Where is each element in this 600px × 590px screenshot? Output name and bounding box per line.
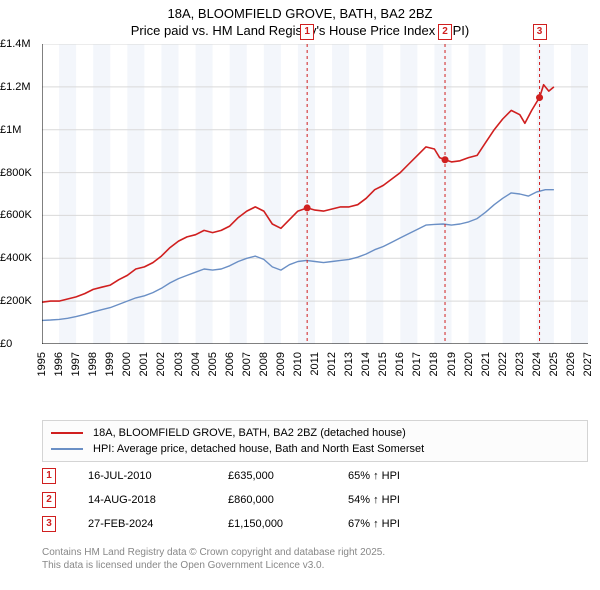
x-tick-label: 2010 [292, 352, 304, 376]
sales-marker: 1 [42, 468, 56, 484]
y-tick-label: £800K [0, 167, 40, 179]
x-tick-label: 2018 [428, 352, 440, 376]
sales-price: £860,000 [228, 494, 348, 506]
x-tick-label: 2020 [463, 352, 475, 376]
sales-price: £1,150,000 [228, 518, 348, 530]
title-line1: 18A, BLOOMFIELD GROVE, BATH, BA2 2BZ [0, 6, 600, 21]
y-tick-label: £600K [0, 209, 40, 221]
x-tick-label: 2003 [173, 352, 185, 376]
sales-price: £635,000 [228, 470, 348, 482]
sales-pct: 67% ↑ HPI [348, 518, 448, 530]
x-tick-label: 1999 [104, 352, 116, 376]
x-tick-label: 2004 [190, 352, 202, 376]
sales-row: 3 27-FEB-2024£1,150,00067% ↑ HPI [42, 512, 588, 536]
x-tick-label: 2001 [138, 352, 150, 376]
x-tick-label: 2014 [360, 352, 372, 376]
sales-date: 14-AUG-2018 [88, 494, 228, 506]
y-tick-label: £1.2M [0, 81, 40, 93]
sales-pct: 54% ↑ HPI [348, 494, 448, 506]
x-tick-label: 2024 [531, 352, 543, 376]
x-tick-label: 2015 [377, 352, 389, 376]
x-tick-label: 1997 [70, 352, 82, 376]
x-tick-label: 2012 [326, 352, 338, 376]
x-tick-label: 2008 [258, 352, 270, 376]
x-tick-label: 2007 [241, 352, 253, 376]
x-tick-label: 2005 [207, 352, 219, 376]
sales-row: 2 14-AUG-2018£860,00054% ↑ HPI [42, 488, 588, 512]
x-tick-label: 2006 [224, 352, 236, 376]
chart-area: £0£200K£400K£600K£800K£1M£1.2M£1.4M 1995… [0, 44, 600, 374]
x-tick-label: 2022 [497, 352, 509, 376]
x-tick-label: 1995 [36, 352, 48, 376]
sale-marker-box: 2 [438, 24, 452, 40]
x-tick-label: 2021 [480, 352, 492, 376]
x-tick-label: 2025 [548, 352, 560, 376]
sale-marker-box: 3 [533, 24, 547, 40]
x-tick-label: 2023 [514, 352, 526, 376]
legend-row: 18A, BLOOMFIELD GROVE, BATH, BA2 2BZ (de… [51, 425, 579, 441]
sales-table: 1 16-JUL-2010£635,00065% ↑ HPI 2 14-AUG-201… [42, 464, 588, 536]
y-tick-label: £200K [0, 295, 40, 307]
x-tick-label: 2026 [565, 352, 577, 376]
chart-container: 18A, BLOOMFIELD GROVE, BATH, BA2 2BZ Pri… [0, 0, 600, 590]
sales-marker: 2 [42, 492, 56, 508]
x-tick-label: 2016 [394, 352, 406, 376]
sale-marker-box: 1 [300, 24, 314, 40]
attribution-line1: Contains HM Land Registry data © Crown c… [42, 546, 588, 559]
sales-date: 27-FEB-2024 [88, 518, 228, 530]
plot-svg [42, 44, 588, 344]
x-tick-label: 2019 [446, 352, 458, 376]
sales-date: 16-JUL-2010 [88, 470, 228, 482]
sales-marker: 3 [42, 516, 56, 532]
x-tick-label: 1996 [53, 352, 65, 376]
x-tick-label: 1998 [87, 352, 99, 376]
sales-pct: 65% ↑ HPI [348, 470, 448, 482]
x-tick-label: 2002 [155, 352, 167, 376]
legend-row: HPI: Average price, detached house, Bath… [51, 441, 579, 457]
legend-swatch [51, 432, 83, 434]
legend: 18A, BLOOMFIELD GROVE, BATH, BA2 2BZ (de… [42, 420, 588, 462]
legend-label: 18A, BLOOMFIELD GROVE, BATH, BA2 2BZ (de… [93, 427, 406, 439]
x-tick-label: 2013 [343, 352, 355, 376]
x-tick-label: 2017 [411, 352, 423, 376]
attribution-line2: This data is licensed under the Open Gov… [42, 559, 588, 572]
y-tick-label: £1.4M [0, 38, 40, 50]
y-tick-label: £0 [0, 338, 40, 350]
y-tick-label: £400K [0, 252, 40, 264]
legend-swatch [51, 448, 83, 450]
x-tick-label: 2000 [121, 352, 133, 376]
sales-row: 1 16-JUL-2010£635,00065% ↑ HPI [42, 464, 588, 488]
x-tick-label: 2011 [309, 352, 321, 376]
y-tick-label: £1M [0, 124, 40, 136]
x-tick-label: 2027 [582, 352, 594, 376]
legend-label: HPI: Average price, detached house, Bath… [93, 443, 424, 455]
attribution: Contains HM Land Registry data © Crown c… [42, 546, 588, 572]
x-tick-label: 2009 [275, 352, 287, 376]
